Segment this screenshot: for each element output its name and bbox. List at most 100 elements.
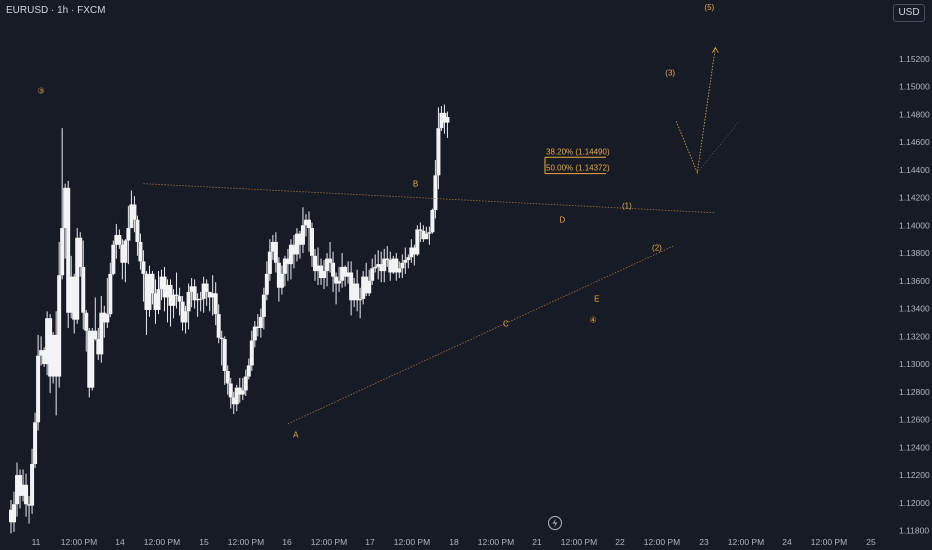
time-tick-label: 12:00 PM (61, 537, 97, 547)
candle-body (129, 204, 134, 229)
candle-body (243, 376, 248, 391)
candle-body (370, 268, 375, 281)
candle-body (222, 339, 227, 371)
candle-body (349, 272, 354, 301)
time-tick-label: 24 (782, 537, 792, 547)
candle-body (403, 259, 408, 263)
candle-body (93, 330, 98, 340)
candle-body (216, 314, 221, 338)
candle-body (210, 293, 215, 298)
price-tick-label: 1.14000 (899, 220, 930, 230)
candle-body (111, 244, 116, 274)
candle-body (51, 334, 56, 377)
candle-body (367, 280, 372, 294)
candle-body (36, 355, 41, 423)
candle-body (192, 286, 197, 301)
candle-body (114, 235, 119, 245)
candle-body (412, 247, 417, 255)
time-tick-label: 12:00 PM (228, 537, 264, 547)
candle-body (237, 387, 242, 395)
time-tick-label: 12:00 PM (644, 537, 680, 547)
candle-body (12, 504, 17, 523)
candle-body (300, 225, 305, 245)
candle-body (168, 284, 173, 306)
candle-body (180, 301, 185, 323)
time-tick-label: 15 (199, 537, 209, 547)
price-tick-label: 1.12400 (899, 442, 930, 452)
candle-body (406, 257, 411, 260)
candle-body (436, 128, 441, 176)
candle-body (343, 266, 348, 277)
candle-body (150, 273, 155, 294)
candle-body (45, 318, 50, 365)
candle-body (75, 237, 80, 320)
candle-body (331, 262, 336, 277)
wave-label: B (413, 179, 418, 188)
candle-body (135, 219, 140, 242)
candle-body (153, 293, 158, 310)
candle-body (385, 258, 390, 260)
time-tick-label: 14 (115, 537, 125, 547)
candle-body (96, 339, 101, 355)
candle-body (213, 293, 218, 315)
candle-body (99, 312, 104, 355)
candle-body (72, 276, 77, 320)
candle-body (102, 312, 107, 323)
candle-body (264, 273, 269, 295)
candle-body (427, 232, 432, 234)
fib-label: 50.00% (1.14372) (546, 164, 610, 173)
candle-body (228, 383, 233, 398)
candle-body (310, 228, 314, 256)
candle-body (355, 283, 360, 301)
candle-body (346, 272, 351, 277)
candle-body (397, 268, 402, 273)
candle-body (364, 276, 369, 294)
wave-label: D (560, 216, 566, 225)
candle-body (42, 350, 47, 365)
chart-title: EURUSD · 1h · FXCM (6, 5, 106, 16)
price-tick-label: 1.14400 (899, 165, 930, 175)
candle-body (48, 318, 53, 377)
candle-body (297, 233, 302, 245)
candle-body (30, 463, 35, 506)
candle-body (60, 228, 65, 276)
candle-body (33, 422, 38, 464)
candles-layer (9, 104, 450, 534)
price-tick-label: 1.15000 (899, 82, 930, 92)
candle-body (87, 330, 92, 388)
wave-label: E (594, 295, 599, 304)
candle-body (27, 504, 32, 506)
candle-body (240, 390, 245, 395)
time-axis: 11 12:00 PM 14 12:00 PM 15 12:00 PM 16 12:00 PM… (32, 537, 876, 547)
time-tick-label: 12:00 PM (144, 537, 180, 547)
price-tick-label: 1.12000 (899, 498, 930, 508)
candle-body (207, 291, 212, 298)
currency-selector-button[interactable]: USD (893, 4, 925, 22)
candle-body (291, 244, 296, 255)
candle-body (165, 284, 170, 298)
price-tick-label: 1.13400 (899, 304, 930, 314)
price-tick-label: 1.12800 (899, 387, 930, 397)
candle-body (147, 273, 152, 310)
projection-alt-path (697, 121, 740, 173)
replay-icon[interactable] (548, 516, 562, 530)
candle-body (325, 258, 330, 272)
candle-body (105, 314, 110, 323)
candle-body (337, 280, 342, 284)
candle-body (255, 326, 260, 328)
candle-body (186, 291, 191, 312)
wave-label: (2) (652, 243, 662, 252)
candle-body (391, 258, 396, 273)
candle-body (306, 219, 311, 229)
candle-body (126, 228, 131, 241)
candle-body (15, 475, 20, 505)
candle-body (285, 258, 290, 265)
projection-arrowhead (711, 46, 719, 53)
price-tick-label: 1.11800 (899, 526, 929, 536)
candle-body (162, 276, 167, 298)
candle-body (445, 117, 450, 123)
candle-body (282, 258, 287, 274)
candle-body (132, 204, 137, 220)
candle-body (303, 219, 308, 226)
